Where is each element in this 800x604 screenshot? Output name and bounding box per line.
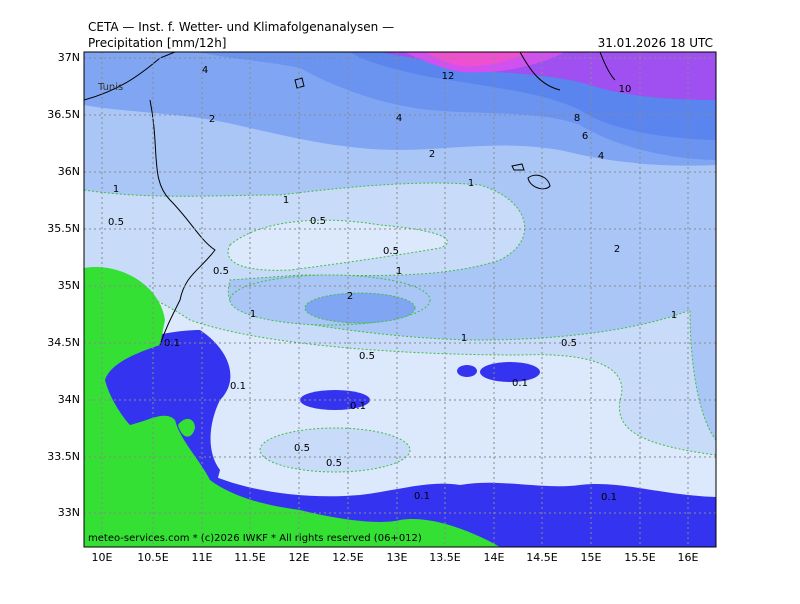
contour-label: 0.5 [383, 246, 399, 257]
lon-label: 10.5E [137, 551, 168, 564]
lat-label: 36.5N [47, 108, 80, 121]
lon-label: 15.5E [624, 551, 655, 564]
contour-label: 0.5 [561, 338, 577, 349]
map-area [84, 52, 716, 547]
header-line: CETA — Inst. f. Wetter- und Klimafolgena… [88, 20, 394, 34]
lon-label: 13E [387, 551, 408, 564]
map-frame [83, 51, 717, 548]
contour-label: 10 [619, 84, 632, 95]
lat-label: 34.5N [47, 336, 80, 349]
lon-label: 12.5E [332, 551, 363, 564]
contour-label: 1 [468, 178, 474, 189]
contour-label: 0.5 [310, 216, 326, 227]
lon-label: 14.5E [526, 551, 557, 564]
contour-label: 1 [113, 184, 119, 195]
lon-label: 14E [484, 551, 505, 564]
place-label: Tunis [97, 82, 123, 93]
lon-label: 13.5E [429, 551, 460, 564]
lat-label: 35N [58, 279, 80, 292]
contour-label: 0.5 [294, 443, 310, 454]
contour-label: 1 [250, 309, 256, 320]
map-date: 31.01.2026 18 UTC [598, 36, 713, 50]
contour-label: 4 [202, 65, 208, 76]
lon-label: 15E [581, 551, 602, 564]
contour-label: 6 [582, 131, 588, 142]
lon-label: 11E [192, 551, 213, 564]
lon-label: 10E [92, 551, 113, 564]
contour-label: 1 [461, 333, 467, 344]
footer: meteo-services.com * (c)2026 IWKF * All … [88, 533, 422, 544]
lat-label: 35.5N [47, 222, 80, 235]
contour-label: 1 [671, 310, 677, 321]
contour-label: 4 [396, 113, 402, 124]
contour-label: 0.5 [359, 351, 375, 362]
contour-label: 2 [614, 244, 620, 255]
lon-label: 11.5E [234, 551, 265, 564]
map-title: Precipitation [mm/12h] [88, 36, 226, 50]
contour-label: 0.1 [414, 491, 430, 502]
contour-label: 1 [396, 266, 402, 277]
lat-label: 34N [58, 393, 80, 406]
lat-label: 36N [58, 165, 80, 178]
contour-label: 4 [598, 151, 604, 162]
contour-label: 2 [347, 291, 353, 302]
contour-label: 0.5 [108, 217, 124, 228]
contour-label: 0.5 [326, 458, 342, 469]
contour-label: 1 [283, 195, 289, 206]
contour-label: 0.1 [164, 338, 180, 349]
contour-label: 0.5 [213, 266, 229, 277]
lon-label: 12E [289, 551, 310, 564]
contour-label: 0.1 [601, 492, 617, 503]
lat-label: 33N [58, 506, 80, 519]
contour-label: 12 [442, 71, 455, 82]
contour-label: 8 [574, 113, 580, 124]
lon-label: 16E [678, 551, 699, 564]
lat-label: 37N [58, 51, 80, 64]
contour-label: 2 [209, 114, 215, 125]
contour-label: 0.1 [230, 381, 246, 392]
contour-label: 0.1 [512, 378, 528, 389]
contour-label: 0.1 [350, 401, 366, 412]
contour-label: 2 [429, 149, 435, 160]
lat-label: 33.5N [47, 450, 80, 463]
